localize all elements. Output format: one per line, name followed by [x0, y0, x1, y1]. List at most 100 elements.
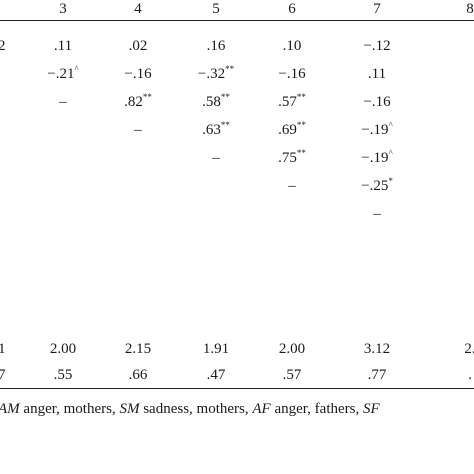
table-cell-significance: ** [296, 148, 306, 158]
footnote-text-am: anger, mothers, [19, 401, 120, 417]
column-header: 6 [288, 1, 296, 17]
table-cell-value: −.19 [361, 122, 389, 138]
table-cell: .11 [23, 37, 103, 55]
summary-cell: 2.00 [23, 340, 103, 358]
table-cell: −.21^ [23, 65, 103, 83]
table-cell-significance: ^ [74, 64, 79, 74]
footnote-abbr-sf: SF [362, 401, 380, 417]
row-label: 2 [0, 38, 6, 54]
table-cell: .11 [337, 65, 417, 83]
table-cell-value: .11 [367, 66, 387, 82]
summary-cell-value: 2.00 [278, 341, 306, 357]
summary-cell-value: .47 [206, 367, 226, 383]
table-cell-value: −.12 [363, 38, 391, 54]
table-cell: .58** [176, 93, 256, 111]
footnote-text-af: anger, fathers, [270, 401, 363, 417]
summary-cell-value: .55 [53, 367, 73, 383]
table-cell: – [98, 121, 178, 139]
table-cell-value: – [212, 150, 220, 166]
summary-cell: 2.15 [98, 340, 178, 358]
bottom-rule [0, 388, 474, 389]
table-cell-value: −.16 [363, 94, 391, 110]
table-cell-significance: ** [220, 92, 230, 102]
table-cell-value: .11 [53, 38, 73, 54]
summary-cell: 3.12 [337, 340, 417, 358]
table-cell-value: −.32 [197, 66, 226, 82]
table-cell: .16 [176, 37, 256, 55]
table-cell-value: .63 [202, 122, 221, 138]
table-cell-value: −.16 [278, 66, 306, 82]
column-header: 3 [59, 1, 67, 17]
summary-cell-value: 1.91 [202, 341, 230, 357]
table-cell: −.12 [337, 37, 417, 55]
footnote-abbr-am: AM [0, 401, 20, 417]
table-cell: −.19^ [337, 149, 417, 167]
table-cell-value: .02 [128, 38, 148, 54]
table-cell: .69** [252, 121, 332, 139]
table-cell-value: – [373, 206, 381, 222]
column-header: 4 [134, 1, 142, 17]
column-header: 7 [373, 1, 381, 17]
table-cell: −.16 [252, 65, 332, 83]
table-cell-value: – [134, 122, 142, 138]
footnote-abbr-sm: SM [119, 401, 140, 417]
footnote-abbr-af: AF [252, 401, 271, 417]
table-cell: – [176, 149, 256, 167]
table-cell-value: −.21 [47, 66, 75, 82]
table-cell-value: .16 [206, 38, 226, 54]
summary-cell: 1.91 [176, 340, 256, 358]
table-cell: −.16 [98, 65, 178, 83]
table-cell: – [23, 93, 103, 111]
table-cell-significance: ** [225, 64, 235, 74]
summary-row-label: 7 [0, 367, 6, 383]
table-cell-value: .82 [124, 94, 143, 110]
summary-cell: .66 [98, 366, 178, 384]
table-cell: −.32** [176, 65, 256, 83]
summary-cell: . [430, 366, 474, 384]
summary-row-label: 1 [0, 341, 6, 357]
summary-cell: .55 [23, 366, 103, 384]
table-cell-value: .69 [278, 122, 297, 138]
table-cell-significance: ^ [388, 120, 393, 130]
table-cell-significance: * [388, 176, 393, 186]
table-cell-value: .58 [202, 94, 221, 110]
table-cell: .82** [98, 93, 178, 111]
table-cell-value: .10 [282, 38, 302, 54]
table-cell: – [252, 177, 332, 195]
summary-cell-value: 3.12 [363, 341, 391, 357]
summary-cell: 2. [430, 340, 474, 358]
table-cell-value: −.25 [361, 178, 389, 194]
table-cell-significance: ** [296, 92, 306, 102]
table-cell: −.25* [337, 177, 417, 195]
summary-cell: .57 [252, 366, 332, 384]
column-header: 8 [466, 1, 474, 17]
table-cell-significance: ** [142, 92, 152, 102]
footnote-text-sm: sadness, mothers, [139, 401, 253, 417]
table-cell: .10 [252, 37, 332, 55]
summary-cell-value: .77 [367, 367, 387, 383]
table-cell: −.19^ [337, 121, 417, 139]
table-cell-value: −.16 [124, 66, 152, 82]
column-header: 5 [212, 1, 220, 17]
table-cell-value: .57 [278, 94, 297, 110]
table-cell-significance: ^ [388, 148, 393, 158]
summary-cell-value: .66 [128, 367, 148, 383]
table-cell: .75** [252, 149, 332, 167]
table-cell: .57** [252, 93, 332, 111]
table-cell: −.16 [337, 93, 417, 111]
table-cell: .63** [176, 121, 256, 139]
summary-cell: .47 [176, 366, 256, 384]
table-cell: .02 [98, 37, 178, 55]
summary-cell-value: .57 [282, 367, 302, 383]
table-cell-value: – [288, 178, 296, 194]
table-cell-value: −.19 [361, 150, 389, 166]
summary-cell-value: 2.00 [49, 341, 77, 357]
table-cell-significance: ** [296, 120, 306, 130]
table-cell-significance: ** [220, 120, 230, 130]
summary-cell-value: 2. [464, 341, 474, 357]
table-cell-value: .75 [278, 150, 297, 166]
summary-cell-value: 2.15 [124, 341, 152, 357]
table-footnote: AM anger, mothers, SM sadness, mothers, … [0, 400, 380, 418]
summary-cell: 2.00 [252, 340, 332, 358]
